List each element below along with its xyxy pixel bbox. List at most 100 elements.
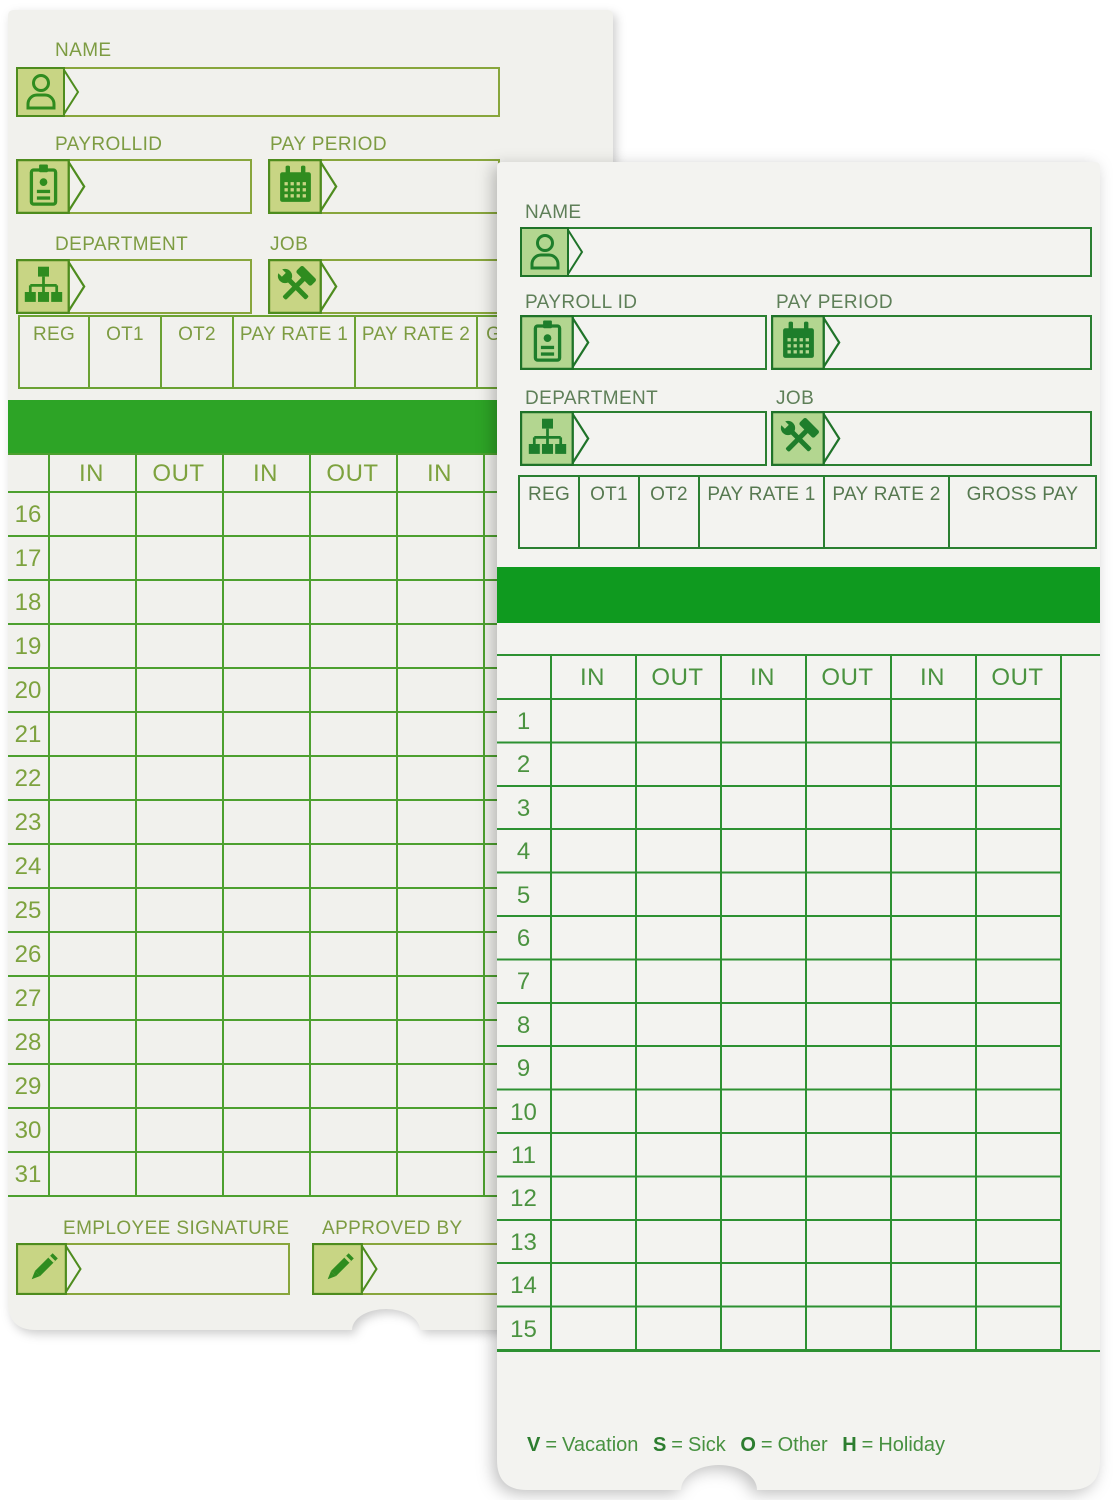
day-label: 2 [516, 751, 531, 778]
day-label: 23 [14, 809, 42, 836]
day-label: 16 [14, 501, 42, 528]
job-label: JOB [776, 388, 815, 409]
legend-label: Sick [687, 1434, 726, 1456]
column-header-in: IN [920, 664, 945, 691]
column-header-in: IN [79, 460, 104, 487]
day-label: 14 [510, 1272, 537, 1299]
column-header-out: OUT [651, 664, 704, 691]
pencil-icon [312, 1243, 379, 1295]
pay-cell-label: PAY RATE 2 [832, 484, 941, 505]
day-label: 29 [14, 1073, 42, 1100]
legend-key: O [740, 1434, 756, 1456]
pay-cell-ot2: OT2 [162, 317, 234, 387]
day-label: 11 [511, 1142, 536, 1169]
day-label: 18 [14, 589, 42, 616]
calendar-icon [771, 315, 841, 370]
department-label: DEPARTMENT [525, 388, 659, 409]
person-icon [520, 227, 584, 277]
id-badge-icon [520, 315, 590, 370]
day-label: 20 [14, 677, 42, 704]
day-label: 10 [510, 1099, 537, 1126]
legend-separator: = [545, 1434, 558, 1456]
legend-item: S = Sick [653, 1434, 726, 1456]
pay-cell-gross: GROSS PAY [950, 477, 1095, 547]
department-label: DEPARTMENT [55, 234, 189, 255]
day-label: 28 [14, 1029, 42, 1056]
pay-period-field [771, 315, 1092, 370]
day-label: 24 [14, 853, 42, 880]
day-label: 3 [516, 795, 531, 822]
legend-key: S [652, 1434, 667, 1456]
time-card-front: NAME PAYROLL ID PAY PERIOD [497, 162, 1100, 1490]
pay-cell-rate2: PAY RATE 2 [825, 477, 950, 547]
pay-cell-label: PAY RATE 1 [707, 484, 816, 505]
column-header-out: OUT [152, 460, 205, 487]
column-header-in: IN [580, 664, 605, 691]
day-label: 22 [14, 765, 42, 792]
job-field [771, 411, 1092, 466]
day-label: 7 [516, 968, 531, 995]
legend-separator: = [671, 1434, 683, 1456]
pay-cell-label: PAY RATE 1 [239, 324, 349, 345]
legend: V = Vacation S = Sick O = Other H = Holiday [527, 1434, 954, 1457]
legend-separator: = [760, 1434, 773, 1456]
pay-cell-label: REG [32, 324, 76, 345]
org-chart-icon [520, 411, 590, 466]
pay-period-field [268, 159, 500, 214]
pay-cell-rate1: PAY RATE 1 [700, 477, 825, 547]
pay-cell-rate1: PAY RATE 1 [234, 317, 356, 387]
legend-label: Vacation [562, 1434, 639, 1456]
job-label: JOB [270, 234, 309, 255]
payroll-id-field [16, 159, 252, 214]
payroll-id-label: PAYROLLID [55, 134, 163, 155]
day-label: 26 [14, 941, 42, 968]
table-column-lines [497, 654, 1100, 1352]
department-field [520, 411, 767, 466]
legend-key: H [842, 1434, 857, 1456]
pay-period-label: PAY PERIOD [270, 134, 387, 155]
id-badge-icon [16, 159, 86, 214]
pay-cell-label: OT2 [178, 324, 216, 345]
day-label: 12 [510, 1185, 537, 1212]
pay-cell-rate2: PAY RATE 2 [356, 317, 478, 387]
table-border-line [8, 1195, 613, 1197]
day-label: 25 [14, 897, 42, 924]
pencil-icon [16, 1243, 83, 1295]
column-header-out: OUT [821, 664, 874, 691]
name-label: NAME [525, 202, 582, 223]
pay-cell-ot1: OT1 [90, 317, 162, 387]
person-icon [16, 67, 80, 117]
pay-cell-label: OT1 [590, 484, 628, 505]
day-label: 4 [516, 838, 531, 865]
tools-icon [268, 259, 338, 314]
table-border-line [497, 1350, 1100, 1352]
legend-label: Other [777, 1434, 828, 1456]
job-field [268, 259, 500, 314]
green-divider-bar [497, 567, 1100, 623]
payroll-id-label: PAYROLL ID [525, 292, 638, 313]
legend-key: V [527, 1434, 541, 1456]
employee-signature-label: EMPLOYEE SIGNATURE [63, 1218, 290, 1239]
day-label: 5 [516, 882, 531, 909]
day-label: 13 [510, 1229, 537, 1256]
name-label: NAME [55, 40, 112, 61]
legend-item: V = Vacation [527, 1434, 638, 1456]
pay-summary-row: REG OT1 OT2 PAY RATE 1 PAY RATE 2 GROSS … [518, 475, 1097, 549]
day-label: 6 [516, 925, 531, 952]
time-entry-table: IN OUT IN OUT IN OUT 1 2 3 4 5 6 7 8 9 1… [497, 654, 1100, 1352]
legend-item: H = Holiday [842, 1434, 945, 1456]
name-field [520, 227, 1092, 277]
legend-separator: = [861, 1434, 874, 1456]
payroll-id-field [520, 315, 767, 370]
column-header-in: IN [427, 460, 452, 487]
day-label: 8 [516, 1012, 531, 1039]
legend-label: Holiday [878, 1434, 946, 1456]
day-label: 19 [14, 633, 42, 660]
calendar-icon [268, 159, 338, 214]
day-label: 17 [14, 545, 42, 572]
pay-period-label: PAY PERIOD [776, 292, 893, 313]
day-label: 31 [14, 1161, 42, 1188]
approved-by-field [312, 1243, 512, 1295]
day-label: 21 [14, 721, 42, 748]
